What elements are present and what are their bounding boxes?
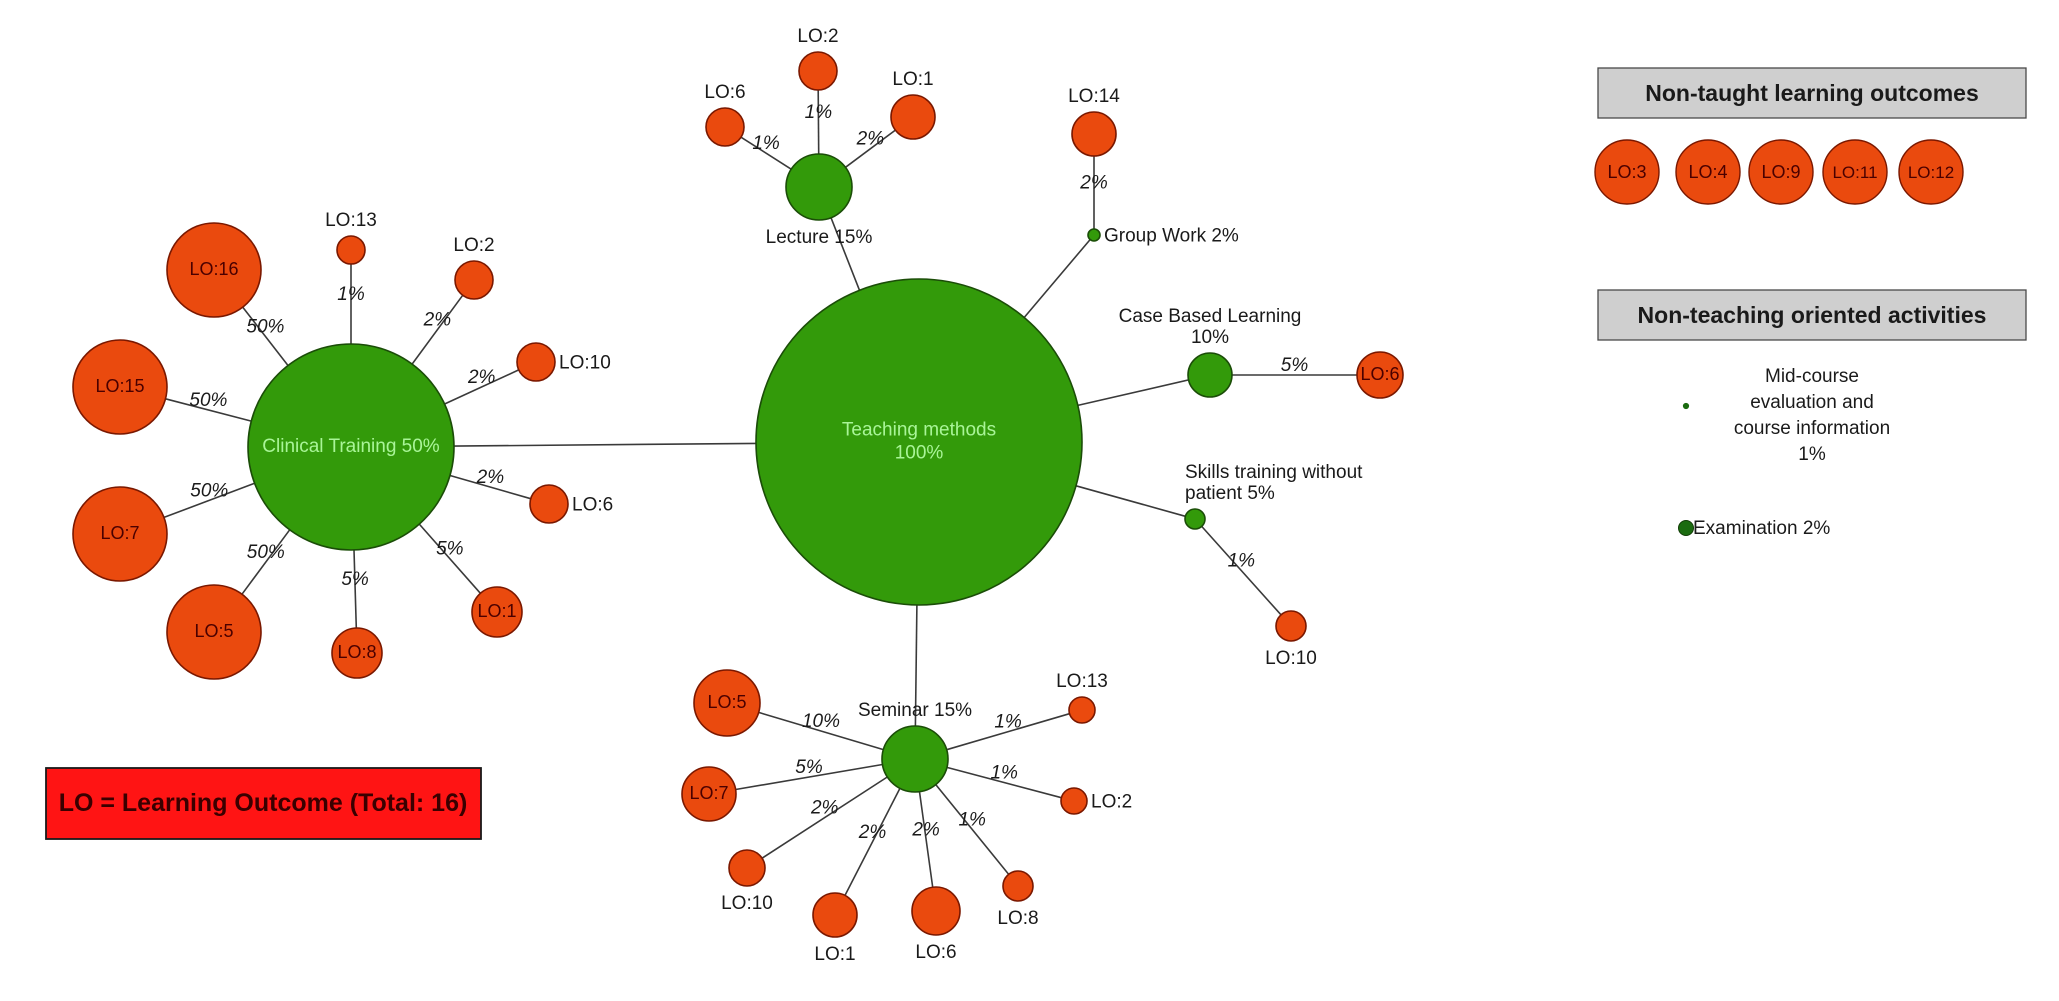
svg-text:5%: 5% <box>341 569 369 590</box>
svg-text:2%: 2% <box>911 820 940 841</box>
svg-text:course information: course information <box>1734 418 1890 439</box>
svg-text:LO:16: LO:16 <box>189 259 238 279</box>
svg-text:LO:2: LO:2 <box>1091 792 1132 813</box>
svg-text:LO:11: LO:11 <box>1832 163 1877 182</box>
svg-text:Seminar 15%: Seminar 15% <box>858 700 972 721</box>
svg-text:LO:4: LO:4 <box>1688 162 1727 182</box>
svg-text:2%: 2% <box>810 798 839 819</box>
svg-text:Non-taught learning outcomes: Non-taught learning outcomes <box>1645 80 1979 106</box>
svg-text:LO:5: LO:5 <box>707 692 746 712</box>
svg-text:LO:8: LO:8 <box>997 908 1038 929</box>
svg-text:2%: 2% <box>856 129 885 150</box>
svg-text:LO:1: LO:1 <box>892 69 933 90</box>
svg-text:evaluation and: evaluation and <box>1750 392 1874 413</box>
svg-text:Group Work 2%: Group Work 2% <box>1104 226 1239 247</box>
svg-text:LO:15: LO:15 <box>95 376 144 396</box>
svg-text:Case Based Learning: Case Based Learning <box>1119 306 1302 327</box>
svg-text:LO:6: LO:6 <box>704 82 745 103</box>
svg-text:LO:9: LO:9 <box>1761 162 1800 182</box>
svg-text:Clinical Training 50%: Clinical Training 50% <box>262 436 440 457</box>
svg-text:1%: 1% <box>990 763 1018 784</box>
svg-text:LO:13: LO:13 <box>325 210 377 231</box>
svg-text:Non-teaching oriented activiti: Non-teaching oriented activities <box>1638 302 1987 328</box>
svg-text:LO:5: LO:5 <box>194 621 233 641</box>
svg-text:Examination 2%: Examination 2% <box>1693 518 1830 539</box>
svg-text:100%: 100% <box>895 443 944 464</box>
svg-text:2%: 2% <box>423 310 452 331</box>
svg-text:50%: 50% <box>190 480 228 501</box>
svg-text:1%: 1% <box>752 133 780 154</box>
svg-text:Teaching methods: Teaching methods <box>842 420 996 441</box>
svg-text:2%: 2% <box>467 367 496 388</box>
svg-text:50%: 50% <box>246 316 284 337</box>
svg-text:LO:14: LO:14 <box>1068 86 1120 107</box>
svg-text:50%: 50% <box>247 542 285 563</box>
svg-text:LO:10: LO:10 <box>721 893 773 914</box>
svg-text:5%: 5% <box>1281 355 1309 376</box>
svg-text:Lecture 15%: Lecture 15% <box>766 227 873 248</box>
svg-text:LO:3: LO:3 <box>1607 162 1646 182</box>
svg-text:10%: 10% <box>1191 327 1229 348</box>
svg-text:LO:1: LO:1 <box>477 601 516 621</box>
svg-text:LO:6: LO:6 <box>915 942 956 963</box>
svg-text:5%: 5% <box>795 757 823 778</box>
svg-text:Mid-course: Mid-course <box>1765 366 1859 387</box>
svg-text:LO:7: LO:7 <box>100 523 139 543</box>
svg-text:Skills training without: Skills training without <box>1185 462 1363 483</box>
svg-text:LO:1: LO:1 <box>814 944 855 965</box>
svg-text:LO = Learning Outcome (Total:: LO = Learning Outcome (Total: 16) <box>59 789 468 817</box>
svg-text:1%: 1% <box>1228 551 1256 572</box>
svg-text:LO:6: LO:6 <box>572 495 613 516</box>
svg-text:LO:2: LO:2 <box>797 26 838 47</box>
svg-text:1%: 1% <box>958 810 986 831</box>
svg-text:1%: 1% <box>805 102 833 123</box>
svg-text:5%: 5% <box>436 539 464 560</box>
svg-text:2%: 2% <box>1079 173 1108 194</box>
svg-text:10%: 10% <box>802 711 840 732</box>
svg-text:2%: 2% <box>858 822 887 843</box>
svg-text:1%: 1% <box>337 284 365 305</box>
svg-text:1%: 1% <box>1798 444 1826 465</box>
svg-text:50%: 50% <box>189 390 227 411</box>
svg-text:LO:7: LO:7 <box>689 783 728 803</box>
svg-text:LO:8: LO:8 <box>337 642 376 662</box>
svg-text:LO:12: LO:12 <box>1908 163 1954 182</box>
svg-text:LO:13: LO:13 <box>1056 671 1108 692</box>
svg-text:LO:2: LO:2 <box>453 235 494 256</box>
svg-text:2%: 2% <box>476 467 505 488</box>
svg-text:LO:10: LO:10 <box>559 353 611 374</box>
svg-text:patient 5%: patient 5% <box>1185 483 1275 504</box>
svg-text:LO:10: LO:10 <box>1265 648 1317 669</box>
svg-text:1%: 1% <box>994 712 1022 733</box>
svg-text:LO:6: LO:6 <box>1360 364 1399 384</box>
